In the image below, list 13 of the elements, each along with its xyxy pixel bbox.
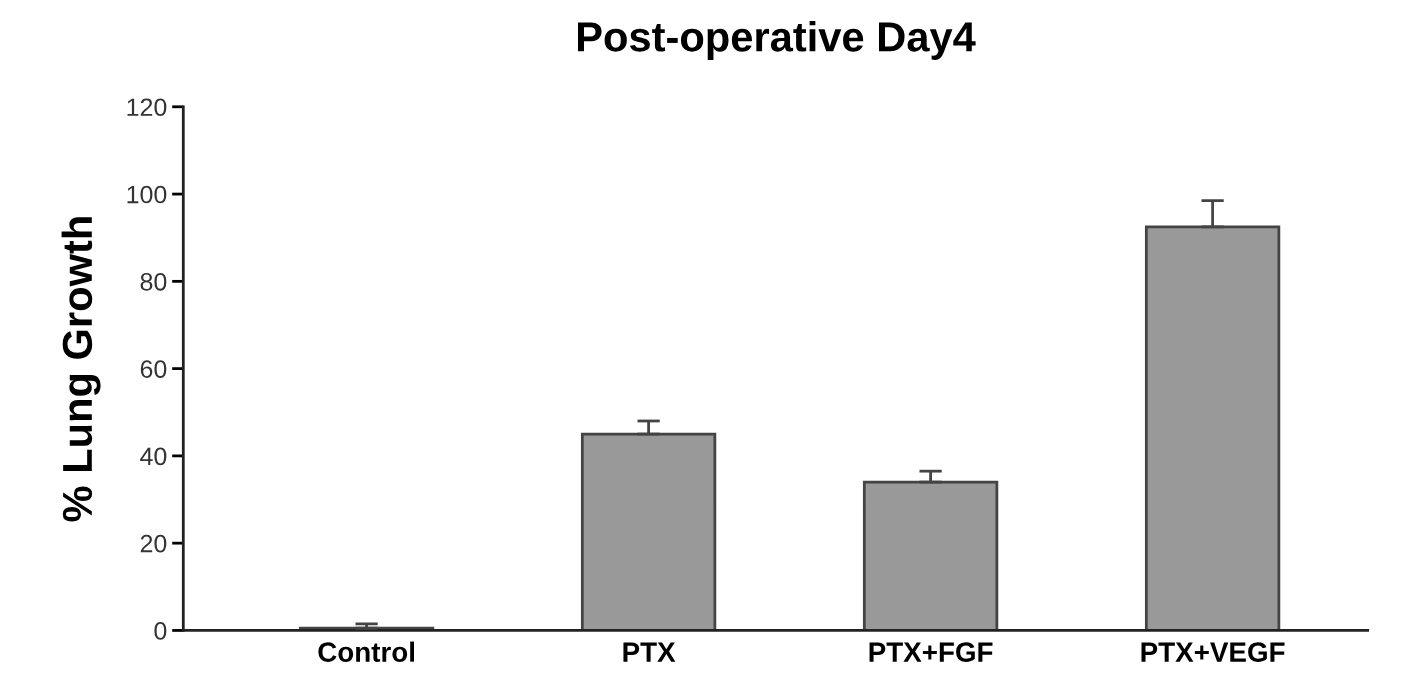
- y-tick-label: 60: [140, 360, 167, 378]
- x-tick-label: PTX+VEGF: [1141, 642, 1285, 662]
- y-axis-title: % Lung Growth: [61, 217, 101, 522]
- x-tick-label: PTX+FGF: [869, 642, 993, 662]
- y-tick-label: 40: [140, 447, 167, 466]
- y-tick-label: 20: [140, 534, 167, 553]
- chart-title: Post-operative Day4: [577, 21, 976, 60]
- y-tick-label: 120: [127, 98, 167, 117]
- x-tick-label: Control: [318, 641, 415, 662]
- x-tick-label: PTX: [623, 642, 676, 662]
- y-tick-label: 100: [127, 185, 167, 204]
- y-tick-label: 80: [140, 272, 167, 291]
- y-tick-label: 0: [154, 622, 167, 640]
